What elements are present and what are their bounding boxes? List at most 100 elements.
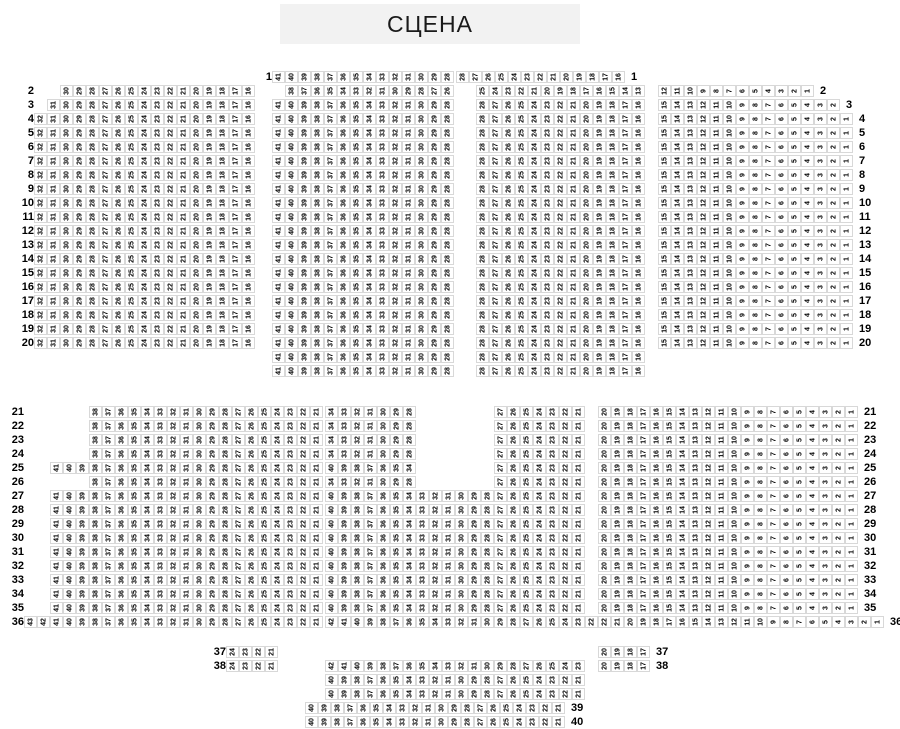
seat[interactable]: 8	[754, 560, 767, 572]
seat[interactable]: 26	[112, 127, 125, 139]
seat[interactable]: 16	[632, 127, 645, 139]
seat[interactable]: 27	[232, 476, 245, 488]
seat[interactable]: 11	[710, 169, 723, 181]
seat[interactable]: 36	[115, 518, 128, 530]
seat[interactable]: 23	[541, 211, 554, 223]
seat[interactable]: 30	[60, 337, 73, 349]
seat[interactable]: 26	[502, 309, 515, 321]
seat[interactable]: 38	[351, 546, 364, 558]
seat[interactable]: 18	[567, 85, 580, 97]
seat[interactable]: 14	[671, 99, 684, 111]
seat[interactable]: 10	[723, 267, 736, 279]
seat[interactable]: 34	[325, 406, 338, 418]
seat[interactable]: 1	[845, 448, 858, 460]
seat[interactable]: 38	[311, 239, 324, 251]
seat[interactable]: 30	[193, 504, 206, 516]
seat[interactable]: 6	[775, 155, 788, 167]
seat[interactable]: 26	[487, 702, 500, 714]
seat[interactable]: 7	[762, 127, 775, 139]
seat[interactable]: 37	[102, 518, 115, 530]
seat[interactable]: 24	[528, 127, 541, 139]
seat[interactable]: 4	[806, 406, 819, 418]
seat[interactable]: 20	[598, 646, 611, 658]
seat[interactable]: 23	[546, 546, 559, 558]
seat[interactable]: 28	[86, 253, 99, 265]
seat[interactable]: 24	[271, 602, 284, 614]
seat[interactable]: 27	[99, 183, 112, 195]
seat[interactable]: 5	[793, 602, 806, 614]
seat[interactable]: 17	[580, 85, 593, 97]
seat[interactable]: 19	[611, 574, 624, 586]
seat[interactable]: 40	[285, 197, 298, 209]
seat[interactable]: 34	[363, 183, 376, 195]
seat[interactable]: 21	[572, 448, 585, 460]
seat[interactable]: 17	[637, 504, 650, 516]
seat[interactable]: 12	[697, 225, 710, 237]
seat[interactable]: 36	[377, 674, 390, 686]
seat[interactable]: 30	[415, 337, 428, 349]
seat[interactable]: 33	[154, 490, 167, 502]
seat[interactable]: 34	[363, 351, 376, 363]
seat[interactable]: 22	[297, 546, 310, 558]
seat[interactable]: 38	[89, 616, 102, 628]
seat[interactable]: 32	[389, 365, 402, 377]
seat[interactable]: 21	[567, 267, 580, 279]
seat[interactable]: 3	[819, 434, 832, 446]
seat[interactable]: 35	[390, 588, 403, 600]
seat[interactable]: 33	[416, 518, 429, 530]
seat[interactable]: 23	[151, 127, 164, 139]
seat[interactable]: 34	[403, 560, 416, 572]
seat[interactable]: 17	[619, 211, 632, 223]
seat[interactable]: 30	[60, 323, 73, 335]
seat[interactable]: 19	[203, 281, 216, 293]
seat[interactable]: 19	[611, 448, 624, 460]
seat[interactable]: 22	[554, 127, 567, 139]
seat[interactable]: 33	[376, 253, 389, 265]
seat[interactable]: 25	[515, 253, 528, 265]
seat[interactable]: 30	[455, 688, 468, 700]
seat[interactable]: 38	[311, 225, 324, 237]
seat[interactable]: 34	[141, 532, 154, 544]
seat[interactable]: 28	[219, 602, 232, 614]
seat[interactable]: 5	[793, 420, 806, 432]
seat[interactable]: 26	[507, 504, 520, 516]
seat[interactable]: 9	[736, 99, 749, 111]
seat[interactable]: 26	[112, 85, 125, 97]
seat[interactable]: 39	[338, 588, 351, 600]
seat[interactable]: 27	[489, 113, 502, 125]
seat[interactable]: 18	[624, 420, 637, 432]
seat[interactable]: 25	[258, 574, 271, 586]
seat[interactable]: 16	[632, 99, 645, 111]
seat[interactable]: 26	[245, 574, 258, 586]
seat[interactable]: 16	[650, 602, 663, 614]
seat[interactable]: 39	[298, 225, 311, 237]
seat[interactable]: 19	[593, 225, 606, 237]
seat[interactable]: 7	[767, 532, 780, 544]
seat[interactable]: 12	[702, 588, 715, 600]
seat[interactable]: 12	[697, 211, 710, 223]
seat[interactable]: 23	[546, 448, 559, 460]
seat[interactable]: 33	[376, 113, 389, 125]
seat[interactable]: 7	[762, 337, 775, 349]
seat[interactable]: 34	[363, 309, 376, 321]
seat[interactable]: 29	[206, 490, 219, 502]
seat[interactable]: 39	[338, 532, 351, 544]
seat[interactable]: 33	[376, 267, 389, 279]
seat[interactable]: 20	[190, 113, 203, 125]
seat[interactable]: 8	[754, 434, 767, 446]
seat[interactable]: 39	[298, 253, 311, 265]
seat[interactable]: 37	[364, 688, 377, 700]
seat[interactable]: 17	[619, 295, 632, 307]
seat[interactable]: 31	[468, 616, 481, 628]
seat[interactable]: 40	[325, 546, 338, 558]
seat[interactable]: 26	[112, 113, 125, 125]
seat[interactable]: 25	[258, 476, 271, 488]
seat[interactable]: 29	[468, 490, 481, 502]
seat[interactable]: 34	[141, 420, 154, 432]
seat[interactable]: 34	[383, 716, 396, 728]
seat[interactable]: 16	[632, 365, 645, 377]
seat[interactable]: 20	[190, 225, 203, 237]
seat[interactable]: 16	[242, 169, 255, 181]
seat[interactable]: 39	[298, 99, 311, 111]
seat[interactable]: 22	[164, 155, 177, 167]
